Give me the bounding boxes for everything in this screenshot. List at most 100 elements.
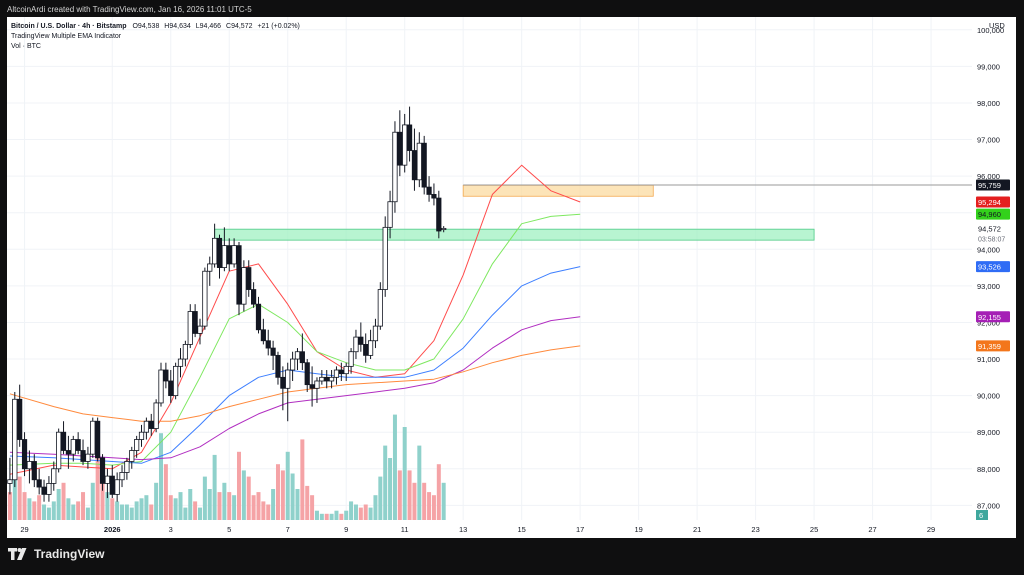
volume-bar: [56, 489, 61, 520]
volume-bar: [76, 501, 81, 520]
candle: [324, 370, 330, 389]
candle: [153, 399, 159, 433]
volume-bar: [275, 464, 280, 520]
x-tick-label: 2026: [104, 525, 121, 534]
candle: [187, 304, 193, 349]
footer-bar: [0, 538, 1024, 575]
candle-body: [153, 402, 159, 429]
candle-body: [109, 475, 115, 495]
candle: [129, 446, 135, 469]
symbol-info: Bitcoin / U.S. Dollar · 4h · Bitstamp O9…: [11, 22, 300, 32]
candle-body: [251, 289, 257, 305]
volume-bar: [339, 513, 344, 520]
candle-body: [411, 150, 418, 181]
candle: [119, 465, 125, 488]
x-tick-label: 19: [634, 525, 642, 534]
x-tick-label: 3: [169, 525, 173, 534]
candle: [421, 135, 427, 195]
candle-body: [17, 398, 23, 440]
volume-bar: [427, 492, 432, 520]
volume-bar: [95, 458, 100, 520]
candle: [343, 362, 349, 381]
candle-body: [285, 369, 291, 389]
candle-body: [12, 398, 18, 481]
volume-bar: [271, 489, 276, 520]
candle-body: [236, 245, 242, 305]
volume-bar: [139, 498, 144, 520]
candle: [85, 446, 91, 469]
volume-bar: [402, 427, 407, 520]
volume-bar: [154, 482, 159, 520]
candle: [70, 435, 76, 462]
candle-body: [202, 270, 208, 327]
price-tag-label: 95,759: [978, 181, 1001, 190]
candle: [192, 304, 198, 338]
candle-body: [75, 439, 81, 451]
candle-body: [441, 227, 447, 231]
volume-bar: [17, 476, 22, 520]
candle-body: [177, 358, 184, 367]
volume-bar: [310, 495, 315, 520]
volume-bar: [7, 492, 12, 520]
candle-body: [382, 226, 388, 290]
candle-body: [231, 245, 237, 265]
volume-bar: [417, 445, 422, 520]
volume-bar: [32, 501, 37, 520]
volume-bar: [290, 473, 295, 520]
price-tag-label: 92,155: [978, 313, 1001, 322]
candle: [353, 329, 359, 360]
volume-bar: [66, 498, 71, 520]
volume-bar: [85, 507, 90, 520]
x-tick-label: 13: [459, 525, 467, 534]
candle-body: [338, 369, 344, 375]
chart-panel[interactable]: USD100,00099,00098,00097,00096,00095,000…: [7, 17, 1016, 538]
candle-body: [168, 380, 174, 397]
ohlc-open-label: O: [132, 23, 138, 30]
candle: [338, 362, 344, 381]
candle-body: [7, 479, 13, 484]
candle: [143, 417, 149, 440]
candle-body: [275, 354, 281, 378]
volume-bar: [217, 492, 222, 520]
volume-bar: [388, 458, 393, 520]
volume-bar: [373, 495, 378, 520]
candle: [51, 461, 57, 491]
candle: [109, 465, 115, 499]
volume-bar: [193, 501, 198, 520]
ohlc-high-label: H: [164, 23, 170, 30]
ohlc-low-label: L: [195, 23, 200, 30]
volume-bar: [329, 513, 334, 520]
candle-body: [333, 369, 340, 378]
volume-bar: [71, 504, 76, 520]
volume-bar: [22, 492, 27, 520]
volume-bar: [431, 495, 436, 520]
candle-body: [270, 347, 276, 356]
volume-bar: [42, 504, 47, 520]
candle: [299, 333, 305, 371]
volume-bar: [173, 498, 178, 520]
volume-bar: [222, 482, 227, 520]
volume-indicator-name[interactable]: Vol · BTC: [11, 43, 41, 50]
candle: [207, 256, 213, 286]
volume-bar: [334, 510, 339, 520]
y-tick-label: 90,000: [977, 392, 1000, 401]
candle-body: [377, 289, 383, 327]
tradingview-logo-icon: [8, 548, 27, 560]
volume-bar: [436, 464, 441, 520]
volume-bar: [441, 482, 446, 520]
candle: [236, 241, 242, 316]
volume-bar: [319, 513, 324, 520]
candle-body: [290, 358, 296, 371]
price-chart[interactable]: USD100,00099,00098,00097,00096,00095,000…: [7, 17, 1016, 538]
x-tick-label: 17: [576, 525, 584, 534]
volume-bar: [251, 495, 256, 520]
candle: [285, 362, 291, 422]
volume-bar: [349, 501, 354, 520]
indicator-name[interactable]: TradingView Multiple EMA Indicator: [11, 33, 122, 40]
tradingview-logo[interactable]: TradingView: [8, 547, 104, 561]
volume-bar: [227, 492, 232, 520]
ohlc-close: 94,572: [231, 23, 253, 30]
candle: [221, 227, 227, 272]
price-tag-label: 91,359: [978, 342, 1001, 351]
volume-bar: [188, 489, 193, 520]
